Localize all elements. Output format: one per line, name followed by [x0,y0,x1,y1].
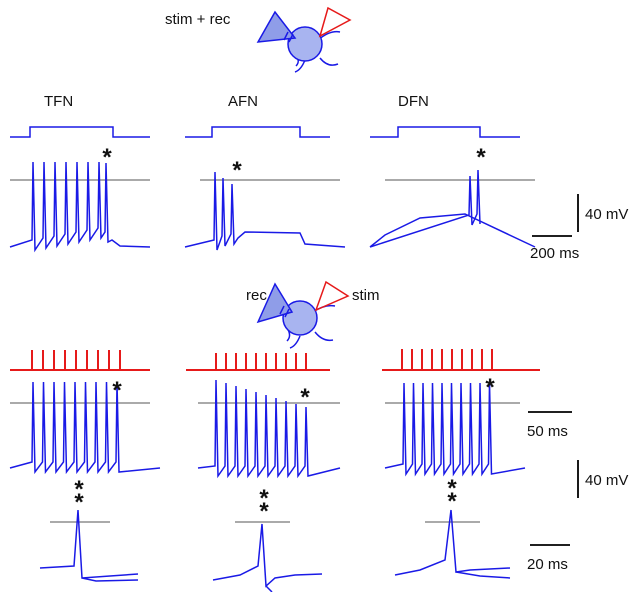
voltage-trace [385,383,525,474]
rec-label: rec [246,287,267,304]
scale-label: 20 ms [527,556,568,573]
figure: stim + rec TFN AFN DFN rec stim 40 mV 20… [0,0,640,592]
stim-train [186,353,330,370]
neuron-icon-top [258,8,350,72]
stim-train [382,349,540,370]
column-label: AFN [228,93,258,110]
stim-step [10,127,150,137]
scale-label: 40 mV [585,472,628,489]
stim-label: stim [352,287,380,304]
neuron-icon-bottom [258,282,348,348]
stim-train [10,350,150,370]
scale-label: 200 ms [530,245,579,262]
column-label: DFN [398,93,429,110]
marker: * [74,489,84,516]
stim-rec-label: stim + rec [165,11,231,28]
voltage-trace [40,510,138,581]
scale-label: 40 mV [585,206,628,223]
marker: * [476,144,486,171]
voltage-trace [10,382,160,472]
scale-label: 50 ms [527,423,568,440]
marker: * [232,157,242,184]
voltage-trace [395,510,510,578]
marker: * [112,377,122,404]
voltage-trace [198,380,340,476]
marker: * [259,498,269,525]
marker: * [102,144,112,171]
stim-step [185,127,330,137]
voltage-trace [185,172,345,250]
voltage-trace [213,524,322,592]
voltage-trace [10,162,150,250]
voltage-trace [370,170,535,247]
column-label: TFN [44,93,73,110]
marker: * [447,488,457,515]
marker: * [300,384,310,411]
stim-step [370,127,520,137]
marker: * [485,374,495,401]
